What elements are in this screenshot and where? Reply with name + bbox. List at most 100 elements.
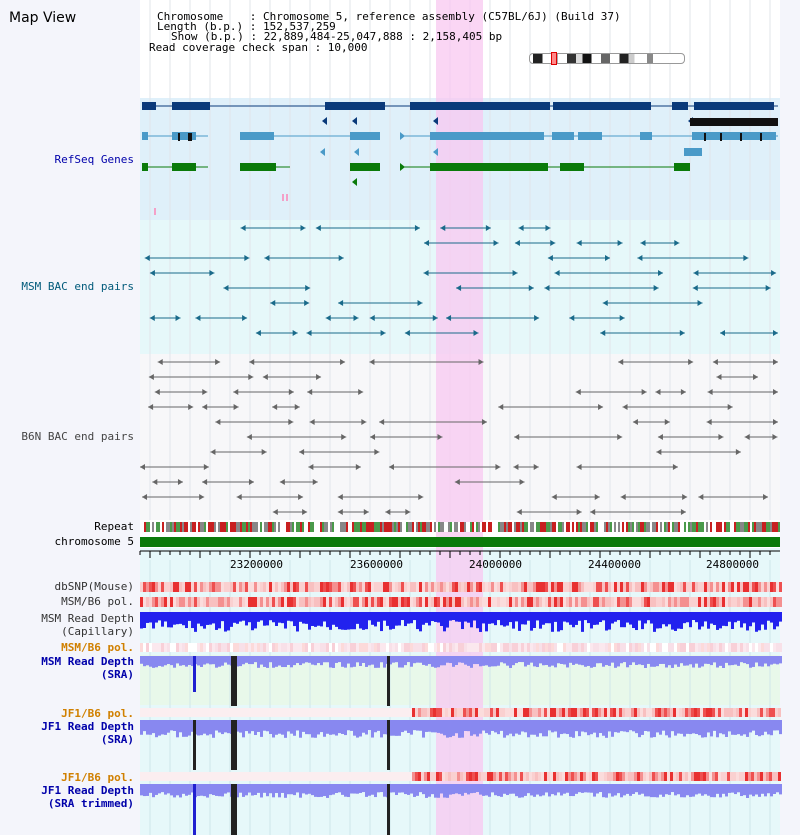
depth-bar <box>464 612 467 622</box>
heat-cell <box>353 643 356 652</box>
depth-bar <box>692 612 695 621</box>
depth-bar <box>320 784 323 797</box>
heat-cell <box>563 643 566 652</box>
track-label-b6n-bac[interactable]: B6N BAC end pairs <box>21 430 134 443</box>
heat-cell <box>446 597 449 607</box>
track-label-msm-depth-cap[interactable]: MSM Read Depth <box>41 612 134 625</box>
heat-cell <box>218 582 221 592</box>
repeat-mark <box>570 522 572 532</box>
heat-cell <box>605 643 608 652</box>
repeat-mark <box>190 522 192 532</box>
repeat-mark <box>242 522 244 532</box>
depth-bar <box>716 656 719 668</box>
depth-bar <box>197 784 200 797</box>
heat-cell <box>541 708 544 717</box>
chromosome-ideogram[interactable] <box>529 53 685 64</box>
heat-cell <box>464 597 467 607</box>
depth-bar <box>377 720 380 731</box>
b6n-bac-end <box>307 389 313 395</box>
track-label-dbsnp[interactable]: dbSNP(Mouse) <box>54 580 134 593</box>
heat-cell <box>626 582 629 592</box>
track-label-msm-b6-pol-2[interactable]: MSM/B6 pol. <box>61 641 134 654</box>
track-label-jf1-b6-pol[interactable]: JF1/B6 pol. <box>61 707 134 720</box>
depth-bar <box>173 784 176 798</box>
repeat-mark <box>380 522 382 532</box>
track-label-msm-bac[interactable]: MSM BAC end pairs <box>21 280 134 293</box>
depth-bar <box>500 612 503 626</box>
track-label-jf1-depth-sra[interactable]: JF1 Read Depth <box>41 720 134 733</box>
depth-bar <box>458 656 461 663</box>
depth-bar <box>377 612 380 622</box>
heat-cell <box>551 643 554 652</box>
heat-cell <box>737 597 740 607</box>
repeat-mark <box>422 522 424 532</box>
depth-bar <box>314 784 317 797</box>
depth-bar <box>728 784 731 793</box>
heat-cell <box>236 597 239 607</box>
depth-bar <box>221 612 224 622</box>
depth-bar <box>602 784 605 798</box>
track-label-jf1-b6-pol-2[interactable]: JF1/B6 pol. <box>61 771 134 784</box>
heat-cell <box>359 582 362 592</box>
depth-bar <box>515 784 518 797</box>
heat-cell <box>467 643 470 652</box>
heat-cell <box>580 772 583 781</box>
repeat-mark <box>552 522 554 532</box>
depth-bar <box>458 612 461 622</box>
b6n-bac-end <box>199 494 205 500</box>
repeat-mark <box>384 522 386 532</box>
heat-cell <box>374 597 377 607</box>
heat-cell <box>323 643 326 652</box>
track-label-refseq[interactable]: RefSeq Genes <box>54 153 134 166</box>
heat-cell <box>737 643 740 652</box>
depth-bar <box>383 656 386 668</box>
depth-bar <box>284 656 287 668</box>
depth-bar <box>221 656 224 666</box>
heat-cell <box>485 643 488 652</box>
depth-bar <box>452 720 455 736</box>
track-label-msm-b6-pol[interactable]: MSM/B6 pol. <box>61 595 134 608</box>
repeat-mark <box>218 522 220 532</box>
depth-bar <box>407 656 410 663</box>
b6n-bac-end <box>298 494 304 500</box>
repeat-mark <box>664 522 666 532</box>
depth-bar <box>611 612 614 624</box>
repeat-mark <box>226 522 228 532</box>
gene-mark <box>286 194 288 201</box>
heat-cell <box>412 708 415 717</box>
track-label-repeat[interactable]: Repeat <box>94 520 134 533</box>
depth-bar <box>611 784 614 797</box>
b6n-bac-end <box>385 509 391 515</box>
heat-cell <box>625 772 628 781</box>
repeat-mark <box>400 522 402 532</box>
track-label-msm-depth-sra[interactable]: MSM Read Depth <box>41 655 134 668</box>
heat-cell <box>380 643 383 652</box>
depth-bar <box>320 612 323 627</box>
depth-bar <box>713 656 716 663</box>
heat-cell <box>260 643 263 652</box>
depth-bar <box>596 720 599 738</box>
header-length: Length (b.p.) : 152,537,259 <box>157 20 336 33</box>
depth-bar <box>446 784 449 798</box>
repeat-mark <box>310 522 312 532</box>
heat-cell <box>266 597 269 607</box>
heat-cell <box>457 708 460 717</box>
depth-bar <box>545 784 548 793</box>
msm-bac-end <box>697 300 703 306</box>
repeat-mark <box>216 522 218 532</box>
depth-bar <box>521 656 524 663</box>
track-label-jf1-depth-trim[interactable]: JF1 Read Depth <box>41 784 134 797</box>
heat-cell <box>740 643 743 652</box>
b6n-bac-end <box>337 494 343 500</box>
heat-cell <box>677 582 680 592</box>
heat-cell <box>664 708 667 717</box>
depth-bar <box>359 656 362 666</box>
depth-bar <box>344 720 347 736</box>
depth-bar <box>188 784 191 795</box>
heat-cell <box>419 597 422 607</box>
depth-bar <box>755 612 758 632</box>
depth-bar <box>692 656 695 668</box>
gene-mark <box>154 208 156 215</box>
msm-bac-end <box>674 240 680 246</box>
